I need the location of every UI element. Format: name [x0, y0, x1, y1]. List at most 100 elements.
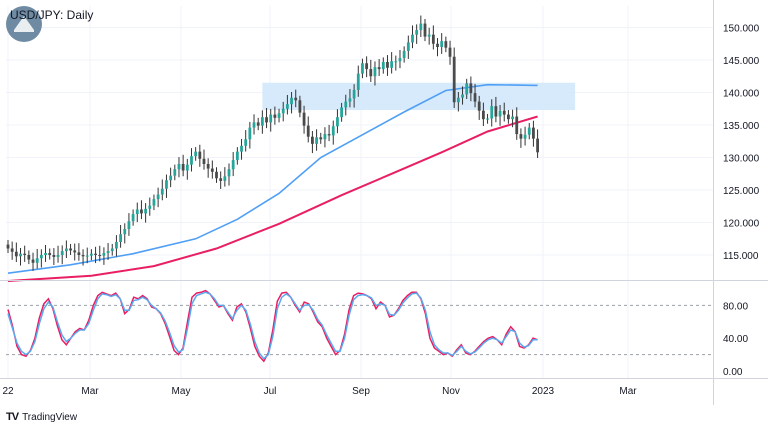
- candle-body: [390, 61, 394, 68]
- branding-name: TradingView: [22, 411, 78, 423]
- candle-body: [60, 251, 64, 255]
- candle-body: [427, 34, 431, 37]
- candle-body: [6, 244, 10, 249]
- candle-body: [123, 229, 127, 235]
- candle-body: [94, 253, 97, 255]
- candle-body: [431, 34, 435, 44]
- candle-body: [290, 97, 293, 105]
- candle-body: [352, 89, 356, 99]
- candle-body: [456, 97, 460, 103]
- time-tick-label: Sep: [352, 386, 370, 397]
- candle-body: [19, 253, 22, 257]
- candle-body: [48, 253, 52, 255]
- candle-body: [223, 176, 227, 181]
- candle-body: [181, 164, 185, 171]
- oscillator-layer: [6, 289, 713, 363]
- price-tick-label: 130.000: [723, 154, 760, 165]
- price-tick-label: 125.000: [723, 186, 760, 197]
- candle-layer: [6, 15, 539, 271]
- candle-body: [319, 137, 323, 140]
- time-tick-label: May: [172, 386, 191, 397]
- candle-body: [311, 136, 314, 144]
- candle-body: [39, 255, 43, 259]
- candle-body: [165, 180, 168, 189]
- candle-body: [327, 134, 331, 136]
- candle-body: [398, 58, 402, 62]
- candle-body: [169, 175, 173, 181]
- candle-body: [231, 160, 235, 170]
- candle-body: [106, 251, 110, 254]
- candle-body: [23, 253, 27, 255]
- axis-layer: 150.000 145.000 140.000 135.000 130.000 125.0…: [0, 0, 768, 405]
- price-tick-label: 120.000: [723, 219, 760, 230]
- candle-body: [27, 255, 31, 260]
- candle-body: [256, 122, 260, 126]
- candle-body: [177, 164, 181, 170]
- candle-body: [102, 253, 106, 256]
- candle-body: [127, 221, 131, 229]
- time-tick-label: Mar: [619, 386, 637, 397]
- osc-tick-label: 0.00: [723, 367, 743, 378]
- candle-body: [406, 42, 410, 51]
- osc-series-line: [7, 291, 538, 360]
- candle-body: [69, 248, 72, 251]
- candle-body: [85, 255, 89, 257]
- ma-pink-line: [7, 115, 538, 282]
- ma-blue-line: [7, 83, 538, 274]
- candle-body: [73, 250, 77, 253]
- candle-body: [502, 110, 506, 115]
- candle-body: [10, 248, 14, 252]
- zone-layer: [262, 82, 576, 111]
- candle-body: [369, 69, 373, 77]
- candle-body: [119, 234, 122, 242]
- candle-body: [156, 194, 160, 200]
- price-tick-label: 135.000: [723, 121, 760, 132]
- candle-body: [202, 158, 206, 164]
- ma-layer: [7, 83, 538, 282]
- candle-body: [277, 113, 281, 118]
- candle-body: [281, 108, 285, 114]
- price-tick-label: 115.000: [723, 251, 759, 262]
- candle-body: [44, 253, 47, 255]
- candle-body: [507, 114, 510, 120]
- candle-body: [519, 134, 523, 139]
- osc-tick-label: 40.00: [723, 334, 748, 345]
- chart-title: USD/JPY: Daily: [10, 8, 93, 22]
- candle-body: [452, 56, 456, 103]
- tradingview-logo-icon: TV: [6, 411, 19, 423]
- candle-body: [315, 137, 318, 144]
- candle-body: [148, 205, 152, 209]
- candle-body: [348, 98, 352, 102]
- candle-body: [511, 116, 514, 120]
- candle-body: [361, 63, 364, 74]
- candle-body: [31, 259, 35, 263]
- candle-body: [494, 106, 498, 117]
- candle-body: [56, 255, 60, 257]
- candle-body: [415, 30, 419, 35]
- candle-body: [515, 116, 519, 135]
- candle-body: [381, 61, 385, 70]
- candle-body: [323, 134, 327, 140]
- candle-body: [215, 171, 218, 179]
- candle-body: [465, 83, 469, 95]
- branding: TV TradingView: [6, 411, 77, 423]
- candle-body: [294, 97, 298, 101]
- candle-body: [131, 214, 135, 222]
- candle-body: [402, 50, 406, 59]
- candle-body: [81, 255, 85, 257]
- pair-logo: [6, 6, 42, 42]
- candle-body: [486, 118, 489, 120]
- candle-body: [252, 122, 256, 128]
- candle-body: [411, 34, 414, 43]
- candle-body: [198, 151, 202, 159]
- candle-body: [469, 83, 473, 94]
- candle-body: [331, 126, 335, 136]
- candle-body: [135, 209, 139, 215]
- time-tick-label: Jul: [264, 386, 277, 397]
- candle-body: [210, 168, 214, 172]
- candle-body: [64, 248, 68, 252]
- candle-body: [386, 61, 389, 68]
- candle-body: [436, 43, 439, 47]
